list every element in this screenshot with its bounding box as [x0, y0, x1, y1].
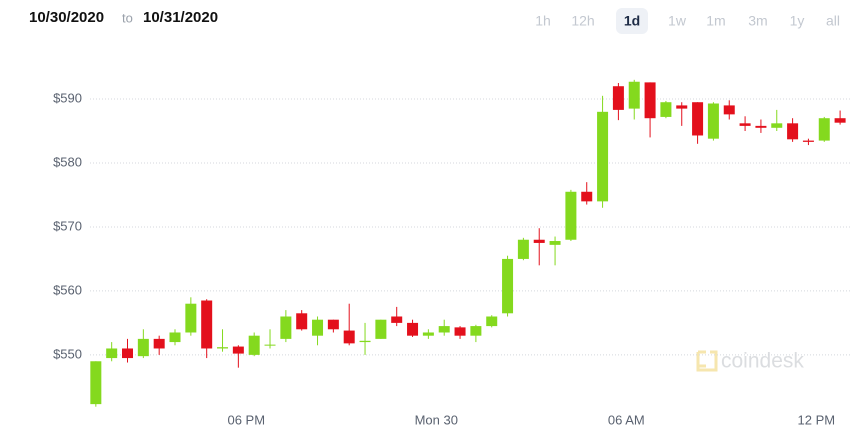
candle-body	[565, 191, 577, 240]
y-tick-label: $560	[53, 282, 82, 297]
candle-body	[248, 335, 260, 355]
date-joiner: to	[122, 10, 133, 25]
candle-body	[676, 105, 688, 109]
candle-body	[185, 303, 197, 333]
candle-body	[422, 332, 434, 336]
candle-body	[454, 327, 466, 336]
candle-body	[660, 102, 672, 117]
candle-body	[391, 316, 403, 323]
candle-body	[201, 300, 213, 349]
range-button[interactable]: 1h	[535, 13, 551, 29]
y-tick-label: $580	[53, 154, 82, 169]
candle-body	[264, 344, 276, 346]
candle-body	[90, 361, 102, 405]
candle-body	[106, 348, 118, 359]
candle-body	[644, 82, 656, 119]
candle-body	[296, 313, 308, 330]
y-tick-label: $590	[53, 90, 82, 105]
candle-body	[217, 347, 229, 349]
candle-body	[470, 326, 482, 336]
candle-body	[169, 332, 181, 343]
candle-body	[232, 346, 244, 354]
candle-body	[343, 330, 355, 344]
range-button[interactable]: 1w	[668, 13, 687, 29]
range-highlight	[616, 8, 648, 34]
candle-body	[692, 102, 704, 136]
candle-body	[486, 316, 498, 327]
candle-body	[549, 241, 561, 245]
range-button[interactable]: 1d	[624, 13, 640, 29]
candle-body	[122, 348, 134, 359]
x-tick-label: 06 AM	[608, 412, 645, 427]
candle-body	[739, 123, 751, 126]
candle-body	[327, 319, 339, 330]
candle-body	[787, 123, 799, 140]
candle-body	[533, 239, 545, 243]
y-tick-label: $550	[53, 346, 82, 361]
candle-body	[517, 239, 529, 259]
candle-body	[755, 125, 767, 128]
candle-body	[771, 123, 783, 128]
range-button[interactable]: 1m	[706, 13, 725, 29]
candle-body	[312, 319, 324, 336]
candle-body	[597, 111, 609, 202]
range-selector: 1h 12h 1d 1w 1m 3m 1y all	[535, 8, 840, 34]
candle-body	[723, 105, 735, 115]
range-button[interactable]: all	[826, 13, 840, 29]
candle-body	[502, 258, 514, 314]
range-button[interactable]: 1y	[790, 13, 805, 29]
candle-body	[612, 86, 624, 110]
candle-body	[834, 118, 846, 123]
candle-body	[802, 140, 814, 142]
candle-body	[707, 103, 719, 139]
candle-body	[359, 340, 371, 343]
candle-body	[818, 118, 830, 141]
x-tick-label: 06 PM	[227, 412, 265, 427]
x-tick-label: 12 PM	[798, 412, 836, 427]
x-tick-label: Mon 30	[415, 412, 458, 427]
watermark-icon	[696, 350, 718, 372]
date-to: 10/31/2020	[143, 9, 218, 26]
watermark-text: coindesk	[721, 350, 804, 373]
range-button[interactable]: 12h	[571, 13, 594, 29]
y-tick-label: $570	[53, 218, 82, 233]
candle-body	[438, 326, 450, 333]
candle-body	[153, 338, 165, 349]
candle-body	[628, 81, 640, 109]
range-button[interactable]: 3m	[748, 13, 767, 29]
candle-body	[407, 322, 419, 336]
candle-body	[581, 191, 593, 202]
candle-body	[375, 319, 387, 339]
date-from: 10/30/2020	[29, 9, 104, 26]
watermark: coindesk	[696, 350, 804, 373]
candle-body	[280, 316, 292, 339]
candle-body	[137, 338, 149, 357]
